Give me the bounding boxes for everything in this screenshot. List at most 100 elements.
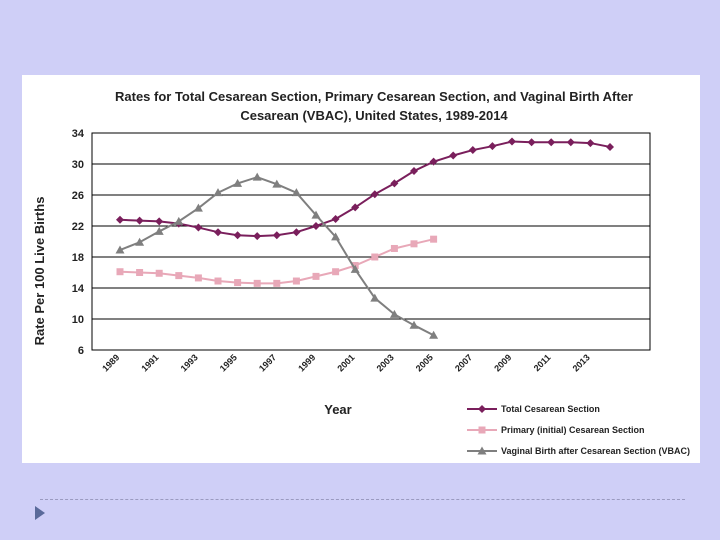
slide-bullet-arrow-icon — [35, 506, 45, 520]
x-axis-label: Year — [324, 402, 351, 417]
data-point — [194, 274, 202, 282]
data-point — [370, 293, 380, 302]
grid-layer — [91, 132, 651, 351]
data-point — [410, 166, 418, 175]
x-tick-label: 2001 — [335, 352, 356, 373]
data-point — [135, 237, 145, 246]
data-point — [547, 138, 556, 147]
chart-svg: Rates for Total Cesarean Section, Primar… — [32, 89, 690, 456]
series-line-vbac — [119, 176, 435, 337]
data-point — [233, 178, 243, 187]
x-tick-label: 1995 — [218, 352, 239, 373]
data-point — [155, 217, 164, 226]
x-tick-labels: 1989 1991 1993 1995 1997 1999 2001 2003 2005 2007… — [100, 352, 592, 373]
y-tick-labels: 6 10 14 18 22 26 30 34 — [72, 128, 85, 357]
footer-divider — [40, 499, 685, 500]
data-point — [488, 142, 497, 151]
data-point — [527, 138, 536, 147]
data-point — [449, 151, 458, 160]
data-point — [508, 137, 516, 146]
y-tick-label: 14 — [72, 283, 85, 295]
data-point — [292, 228, 301, 237]
y-tick-label: 18 — [72, 252, 84, 264]
data-point — [136, 269, 144, 276]
y-tick-label: 34 — [72, 128, 85, 140]
x-tick-label: 1991 — [139, 352, 160, 373]
data-point — [566, 138, 575, 147]
x-tick-label: 2009 — [492, 352, 513, 373]
data-point — [174, 216, 184, 225]
series-layer — [115, 137, 614, 339]
y-tick-label: 6 — [78, 345, 84, 357]
data-point — [175, 272, 183, 280]
data-point — [135, 216, 144, 225]
data-point — [116, 215, 124, 224]
series-line-total-cesarean — [119, 140, 611, 238]
data-point — [390, 179, 399, 188]
y-tick-label: 30 — [72, 159, 84, 171]
legend: Total Cesarean Section Primary (initial) … — [467, 404, 690, 456]
legend-marker — [478, 426, 486, 434]
x-tick-label: 1993 — [179, 352, 200, 373]
data-point — [468, 146, 477, 155]
data-point — [116, 268, 124, 276]
series-vbac — [115, 172, 439, 339]
series-primary-cesarean — [116, 235, 438, 287]
data-point — [154, 226, 164, 235]
y-tick-label: 10 — [72, 314, 84, 326]
x-tick-label: 1997 — [257, 352, 278, 373]
data-point — [390, 244, 398, 252]
data-point — [351, 203, 360, 212]
data-point — [272, 179, 282, 188]
data-point — [312, 222, 320, 230]
data-point — [115, 245, 125, 254]
chart-panel: Rates for Total Cesarean Section, Primar… — [22, 75, 700, 463]
data-point — [331, 215, 340, 224]
y-axis-label: Rate Per 100 Live Births — [32, 197, 47, 346]
data-point — [214, 277, 222, 285]
series-total-cesarean — [116, 137, 614, 241]
data-point — [429, 157, 438, 166]
legend-marker — [478, 405, 486, 413]
legend-marker — [477, 446, 487, 455]
data-point — [234, 279, 242, 287]
y-tick-label: 26 — [72, 190, 84, 202]
x-tick-label: 1999 — [296, 352, 317, 373]
x-tick-label: 2003 — [375, 352, 396, 373]
data-point — [272, 231, 281, 240]
data-point — [410, 240, 418, 248]
chart-title-line-2: Cesarean (VBAC), United States, 1989-201… — [240, 108, 508, 123]
data-point — [213, 188, 223, 197]
x-tick-label: 2013 — [571, 352, 592, 373]
data-point — [586, 139, 595, 148]
data-point — [350, 264, 360, 273]
data-point — [155, 269, 163, 277]
data-point — [292, 277, 300, 285]
data-point — [233, 231, 242, 240]
data-point — [371, 253, 379, 261]
data-point — [194, 223, 203, 232]
data-point — [253, 232, 262, 241]
data-point — [429, 330, 439, 339]
data-point — [273, 279, 281, 287]
legend-label-total-cesarean: Total Cesarean Section — [501, 404, 600, 414]
legend-label-primary-cesarean: Primary (initial) Cesarean Section — [501, 425, 645, 435]
data-point — [193, 203, 203, 212]
data-point — [332, 268, 340, 276]
data-point — [311, 210, 321, 219]
data-point — [606, 142, 614, 151]
data-point — [370, 190, 379, 199]
y-tick-label: 22 — [72, 221, 84, 233]
x-tick-label: 1989 — [100, 352, 121, 373]
data-point — [214, 228, 222, 237]
x-tick-label: 2005 — [414, 352, 435, 373]
data-point — [331, 232, 341, 241]
series-line-primary-cesarean — [119, 238, 434, 285]
data-point — [409, 320, 419, 329]
data-point — [291, 188, 301, 197]
plot-frame — [91, 132, 651, 351]
data-point — [389, 309, 399, 318]
data-point — [430, 235, 438, 243]
data-point — [252, 172, 262, 181]
data-point — [253, 279, 261, 287]
